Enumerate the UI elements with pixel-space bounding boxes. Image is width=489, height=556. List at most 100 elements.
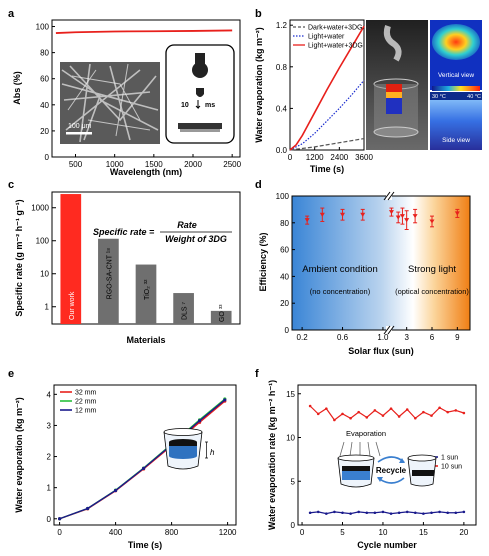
category-label: TiO₂ ³² [144,279,151,300]
thermal-images: Vertical view 30 °C 40 °C 30 °C 40 °C Si… [430,20,482,150]
category-label: DLS ⁷ [182,301,189,320]
legend-label: 22 mm [75,399,97,406]
y-tick-label: 0 [45,153,50,162]
sem-image-inset: 100 μm [60,62,160,144]
x-tick-label: 800 [165,528,179,537]
efficiency-point [304,218,310,223]
efficiency-point [404,218,410,223]
evaporation-line-22mm [59,398,226,520]
panel-label-a: a [8,8,15,20]
x-tick-label: 20 [459,528,468,537]
efficiency-point [454,211,460,216]
panel-f-y-axis-label: Water evaporation rate (kg m⁻² h⁻¹) [267,380,277,530]
efficiency-point [319,212,325,217]
data-point [341,511,344,515]
panel-a-x-axis-label: Wavelength (nm) [110,167,182,177]
panel-c-x-axis-label: Materials [126,335,165,345]
x-tick-label: 15 [419,528,428,537]
category-label: GO ³³ [219,304,226,322]
efficiency-point [340,212,346,217]
y-tick-label: 100 [276,192,290,201]
data-point [397,511,401,515]
y-tick-label: 100 [36,237,50,246]
data-point [373,409,377,412]
evaporation-line-1 [289,137,365,151]
panel-a-frame [51,19,241,158]
panel-a-y-axis-label: Abs (%) [12,71,22,105]
data-point [389,512,393,515]
y-tick-label: 40 [280,272,289,281]
panel-label-d: d [255,179,262,191]
data-point [86,506,90,511]
data-point [397,415,401,418]
efficiency-point [360,212,366,217]
category-label: RGO-SA-CNT ¹⁸ [106,248,113,299]
x-tick-label: 400 [109,528,123,537]
x-tick-label: 5 [340,528,345,537]
panel-label-e: e [8,368,14,380]
bar-4 [173,293,194,324]
data-point [308,404,312,408]
y-tick-label: 0.0 [276,146,288,155]
x-tick-label: 2000 [184,160,202,169]
panel-b-evaporation-chart: 0 1200 2400 3600 0.0 0.4 0.8 1.2 Time (s) Water… [254,19,482,174]
efficiency-point [399,214,405,219]
data-point [316,412,320,416]
y-tick-label: 0 [285,326,290,335]
panel-e-height-chart: 0 400 800 1200 0 1 2 3 4 32 mm 22 mm 12 mm h Time … [14,384,237,550]
y-tick-label: 10 [40,270,49,279]
absorbance-line [55,29,233,34]
data-point [316,510,320,514]
data-point [462,411,466,415]
x-tick-label: 0.6 [337,333,349,342]
data-point [223,398,227,402]
data-point [341,412,344,416]
legend-label: Light+water+3DG [308,43,363,50]
data-point [446,410,449,414]
equation-denominator: Weight of 3DG [165,234,227,244]
x-tick-label: 3 [404,333,409,342]
region-ambient-title: Ambient condition [302,264,378,275]
data-point [333,418,336,422]
data-point [114,488,118,493]
data-point [333,510,336,514]
x-tick-label: 0.2 [297,333,309,342]
legend-label: 12 mm [75,408,97,415]
panel-e-frame [53,384,237,526]
data-point [325,407,328,410]
panel-b-legend: Dark+water+3DG Light+water Light+water+3DG [293,25,363,50]
y-tick-label: 5 [291,477,296,486]
y-tick-label: 80 [280,219,289,228]
y-tick-label: 1 [45,303,50,312]
rate-line-10sun [309,405,465,421]
temperature-colorbar [432,86,480,91]
data-point [405,510,409,514]
panel-label-b: b [255,8,262,20]
data-point [430,414,433,417]
region-strong-title: Strong light [408,264,456,275]
y-tick-label: 15 [286,390,295,399]
panel-b-y-axis-label: Water evaporation (kg m⁻²) [254,27,264,142]
y-tick-label: 10 [286,434,295,443]
data-point [438,510,441,514]
height-symbol: h [210,448,215,457]
evaporation-line-12mm [59,399,226,520]
y-tick-label: 80 [40,49,49,58]
data-point [446,511,449,515]
data-point [325,512,328,515]
x-tick-label: 1200 [219,528,237,537]
y-tick-label: 0 [291,521,296,530]
data-point [349,512,352,515]
y-tick-label: 60 [280,246,289,255]
x-tick-label: 1.0 [377,333,389,342]
bar-5 [210,310,232,324]
bar-1 [60,194,82,324]
y-tick-label: 0 [47,515,52,524]
y-tick-label: 0.4 [276,104,288,113]
y-tick-label: 4 [47,390,52,399]
evaporation-label: Evaporation [346,429,386,438]
specific-rate-equation: Specific rate = Rate Weight of 3DG [93,220,232,244]
scale-bar [66,132,92,135]
contact-angle-inset: 10 ms [165,44,235,144]
